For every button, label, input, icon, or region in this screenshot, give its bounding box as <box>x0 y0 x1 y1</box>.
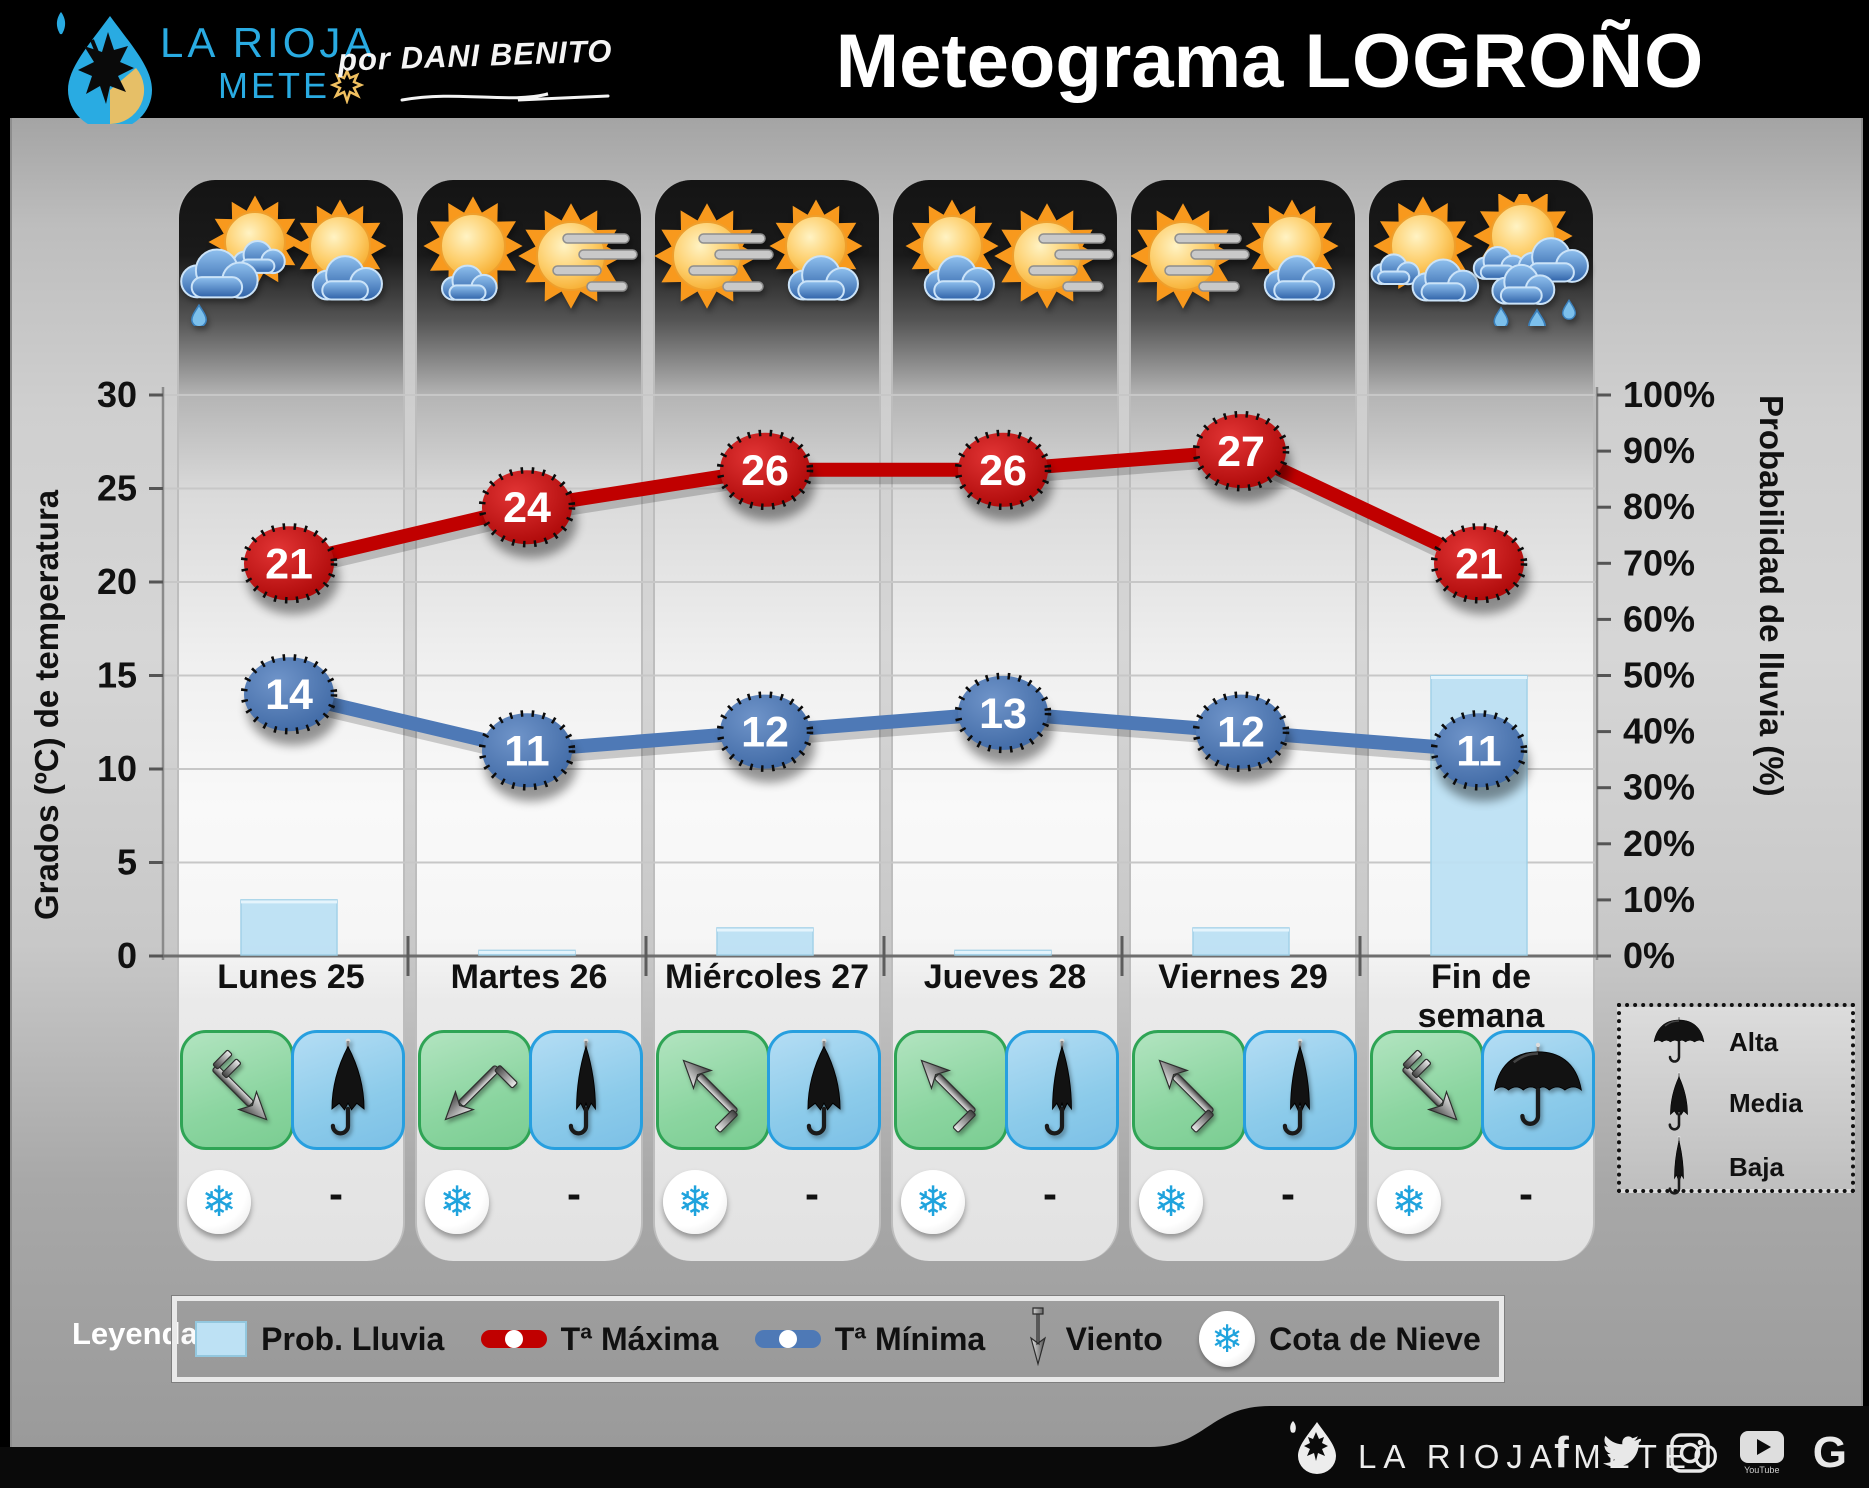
snow-level-icon: ❄ <box>187 1170 251 1234</box>
rain-umbrella-box <box>1481 1030 1595 1150</box>
day-label: Martes 26 <box>450 958 608 996</box>
day-column-4: Jueves 28 ❄ - <box>891 180 1119 1261</box>
rain-umbrella-box <box>291 1030 405 1150</box>
sun-wind-icon <box>649 194 781 326</box>
wind-direction-box <box>1132 1030 1246 1150</box>
legend-media-label: Media <box>1729 1087 1803 1118</box>
thin-umbrella-icon <box>1649 1135 1709 1199</box>
snow-level-value: - <box>1281 1170 1295 1217</box>
snow-level-value: - <box>1519 1170 1533 1217</box>
la-rioja-meteo-logo-icon <box>40 6 165 130</box>
sun-clouds-icon <box>1363 194 1495 326</box>
snow-level-value: - <box>1043 1170 1057 1217</box>
author-byline: por DANI BENITO <box>337 33 614 78</box>
title-heavy: LOGROÑO <box>1304 19 1705 104</box>
legend-item-tmin: Tª Mínima <box>754 1320 986 1358</box>
left-axis-title: Grados (ºC) de temperatura <box>28 489 65 920</box>
tmax-line-icon <box>480 1330 547 1348</box>
day-column-1: Lunes 25 ❄ - <box>177 180 405 1261</box>
day-label: Jueves 28 <box>923 958 1087 996</box>
logo-line2: METE <box>218 65 331 106</box>
instagram-icon[interactable] <box>1669 1432 1711 1474</box>
legend-item-tmax: Tª Máxima <box>480 1320 719 1358</box>
day-column-3: Miércoles 27 ❄ - <box>653 180 881 1261</box>
tmin-line-icon <box>754 1330 821 1348</box>
legend-row-alta: Alta <box>1621 1013 1851 1071</box>
youtube-caption: YouTube <box>1744 1465 1780 1475</box>
gold-leaf-icon <box>330 68 365 104</box>
legend-item-wind: Viento <box>1022 1306 1163 1373</box>
umbrella-size-legend: Alta Media Baja <box>1617 1003 1855 1195</box>
legend-item-snow: ❄ Cota de Nieve <box>1199 1311 1481 1367</box>
rain-swatch-icon <box>195 1321 248 1357</box>
rain-umbrella-box <box>1243 1030 1357 1150</box>
day-label: Lunes 25 <box>217 958 365 996</box>
day-label: Miércoles 27 <box>664 958 870 996</box>
legend-rain-label: Prob. Lluvia <box>261 1320 445 1357</box>
page-title: Meteograma LOGROÑO <box>720 18 1820 105</box>
legend-baja-label: Baja <box>1729 1151 1784 1182</box>
facebook-icon[interactable]: f <box>1554 1427 1569 1477</box>
twitter-icon[interactable] <box>1597 1434 1641 1472</box>
legend-row-media: Media <box>1621 1071 1851 1135</box>
header-bar: LA RIOJA METE por DANI BENITO Meteograma… <box>0 0 1869 130</box>
legend-snow-label: Cota de Nieve <box>1269 1320 1481 1357</box>
legend-alta-label: Alta <box>1729 1026 1779 1057</box>
legend-tmax-label: Tª Máxima <box>560 1320 719 1357</box>
snow-level-icon: ❄ <box>1139 1170 1203 1234</box>
wind-direction-box <box>1370 1030 1484 1150</box>
legend-row-baja: Baja <box>1621 1135 1851 1199</box>
rain-umbrella-box <box>767 1030 881 1150</box>
day-label: Viernes 29 <box>1158 958 1328 996</box>
legend-box: Prob. Lluvia Tª Máxima Tª Mínima Viento … <box>172 1296 1504 1382</box>
snow-level-value: - <box>805 1170 819 1217</box>
right-axis-title: Probabilidad de lluvia (%) <box>1753 395 1790 797</box>
snowflake-circle-icon: ❄ <box>1199 1311 1256 1367</box>
legend-tmin-label: Tª Mínima <box>834 1320 986 1357</box>
sun-small-cloud-icon <box>411 194 543 326</box>
snow-level-icon: ❄ <box>425 1170 489 1234</box>
legend-caption: Leyenda: <box>72 1316 209 1351</box>
sun-wind-icon <box>513 194 645 326</box>
snow-level-value: - <box>329 1170 343 1217</box>
day-column-2: Martes 26 ❄ - <box>415 180 643 1261</box>
sun-cloud-icon <box>1227 194 1359 326</box>
day-label: Fin de semana <box>1417 958 1545 1035</box>
wind-arrow-icon <box>1022 1306 1052 1373</box>
wind-direction-box <box>894 1030 1008 1150</box>
snow-level-icon: ❄ <box>663 1170 727 1234</box>
sun-cloud-icon <box>751 194 883 326</box>
snow-level-value: - <box>567 1170 581 1217</box>
clouds-rain-icon <box>1465 186 1597 336</box>
wind-direction-box <box>418 1030 532 1150</box>
open-umbrella-icon <box>1649 1013 1709 1071</box>
legend-wind-label: Viento <box>1065 1320 1163 1357</box>
google-icon[interactable]: G <box>1812 1427 1847 1477</box>
youtube-icon[interactable]: YouTube <box>1739 1430 1785 1475</box>
byline-underline <box>400 92 610 102</box>
logo-line1: LA RIOJA <box>160 19 377 66</box>
sun-clouds-rain-icon <box>173 194 305 328</box>
sun-wind-icon <box>1125 194 1257 326</box>
closed-umbrella-icon <box>1649 1071 1709 1135</box>
logo-wordmark: LA RIOJA METE <box>160 22 376 104</box>
legend-item-rain: Prob. Lluvia <box>195 1321 444 1358</box>
sun-cloud-icon <box>275 194 407 326</box>
sun-wind-icon <box>989 194 1121 326</box>
sun-cloud-icon <box>887 194 1019 326</box>
social-icons: f YouTube G <box>1554 1430 1847 1475</box>
snow-level-icon: ❄ <box>1377 1170 1441 1234</box>
rain-umbrella-box <box>1005 1030 1119 1150</box>
wind-direction-box <box>180 1030 294 1150</box>
wind-direction-box <box>656 1030 770 1150</box>
rain-umbrella-box <box>529 1030 643 1150</box>
snow-level-icon: ❄ <box>901 1170 965 1234</box>
title-regular: Meteograma <box>835 19 1284 104</box>
day-column-5: Viernes 29 ❄ - <box>1129 180 1357 1261</box>
day-column-6: Fin de semana ❄ - <box>1367 180 1595 1261</box>
